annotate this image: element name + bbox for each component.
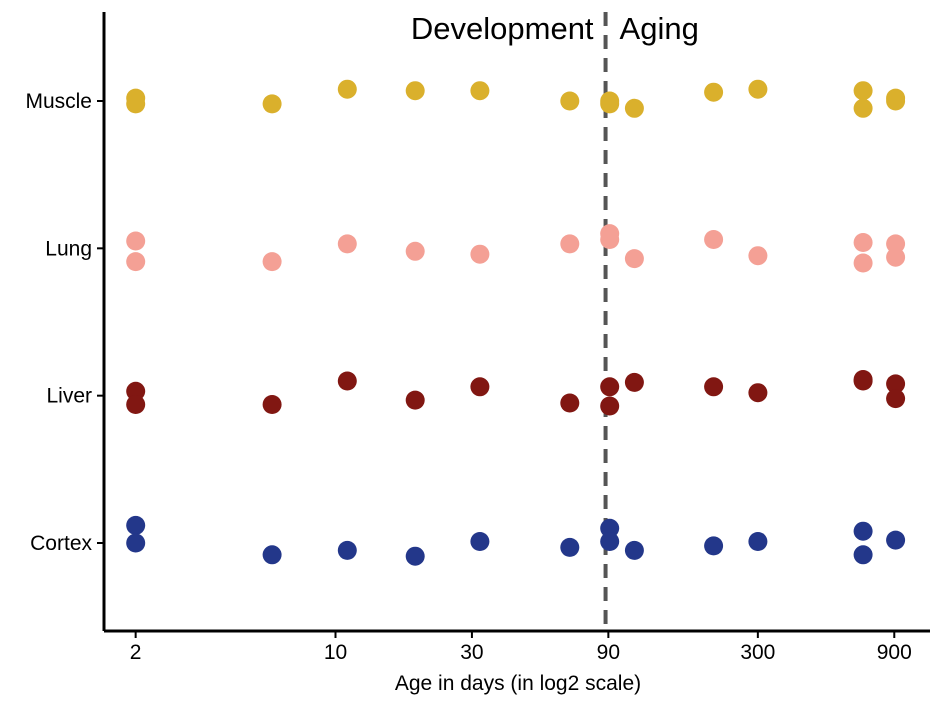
data-point bbox=[748, 246, 768, 266]
x-tick-label: 900 bbox=[877, 641, 912, 664]
data-point bbox=[337, 79, 357, 99]
data-point bbox=[262, 94, 282, 114]
data-point bbox=[126, 231, 146, 251]
data-point bbox=[600, 396, 620, 416]
data-point bbox=[853, 81, 873, 101]
data-point bbox=[262, 395, 282, 414]
data-point bbox=[337, 371, 357, 391]
data-point bbox=[337, 540, 357, 560]
labels-layer: Development Aging Cortex Liver Lung Muscle 2 10… bbox=[25, 11, 911, 664]
x-tick-label: 30 bbox=[460, 641, 483, 664]
data-point bbox=[886, 374, 906, 394]
x-axis-title: Age in days (in log2 scale) bbox=[395, 672, 641, 695]
data-point bbox=[405, 81, 425, 101]
data-point bbox=[405, 241, 425, 261]
data-point bbox=[853, 371, 873, 391]
x-tick-label: 2 bbox=[130, 641, 142, 664]
data-point bbox=[600, 230, 620, 249]
data-point bbox=[126, 94, 146, 114]
data-point bbox=[560, 91, 580, 111]
data-point bbox=[748, 79, 768, 99]
data-point bbox=[704, 536, 724, 556]
data-point bbox=[126, 515, 146, 535]
data-point bbox=[853, 253, 873, 273]
series-cortex bbox=[126, 515, 906, 566]
data-point bbox=[624, 540, 644, 560]
data-point bbox=[600, 532, 620, 551]
data-point bbox=[624, 372, 644, 392]
data-point bbox=[600, 518, 620, 538]
data-point bbox=[748, 383, 768, 403]
phase-label-development: Development bbox=[411, 11, 594, 46]
series-lung bbox=[126, 224, 906, 273]
data-point bbox=[600, 94, 620, 114]
data-point bbox=[470, 81, 490, 101]
data-point bbox=[704, 82, 724, 102]
data-point bbox=[470, 244, 490, 264]
data-point bbox=[126, 395, 146, 414]
data-point bbox=[405, 546, 425, 566]
data-point bbox=[853, 521, 873, 541]
x-tick-label: 10 bbox=[324, 641, 347, 664]
data-point bbox=[405, 390, 425, 410]
data-point bbox=[853, 98, 873, 118]
points-layer bbox=[126, 79, 906, 566]
series-liver bbox=[126, 370, 906, 416]
data-point bbox=[126, 381, 146, 401]
data-point bbox=[704, 377, 724, 397]
data-point bbox=[560, 234, 580, 254]
data-point bbox=[704, 230, 724, 249]
data-point bbox=[886, 389, 906, 409]
data-point bbox=[886, 247, 906, 267]
phase-label-aging: Aging bbox=[620, 11, 699, 46]
x-tick-label: 90 bbox=[597, 641, 620, 664]
y-tick-label: Cortex bbox=[30, 532, 92, 555]
data-point bbox=[470, 532, 490, 551]
data-point bbox=[624, 249, 644, 269]
data-point bbox=[470, 377, 490, 397]
data-point bbox=[748, 532, 768, 551]
data-point bbox=[560, 537, 580, 557]
data-point bbox=[126, 533, 146, 553]
data-point bbox=[624, 98, 644, 118]
data-point bbox=[600, 377, 620, 397]
data-point bbox=[853, 545, 873, 565]
x-tick-label: 300 bbox=[740, 641, 775, 664]
data-point bbox=[886, 530, 906, 550]
series-muscle bbox=[126, 79, 906, 118]
data-point bbox=[262, 545, 282, 565]
data-point bbox=[126, 252, 146, 272]
axes-layer bbox=[97, 12, 930, 638]
data-point bbox=[560, 393, 580, 413]
data-point bbox=[337, 234, 357, 254]
data-point bbox=[886, 91, 906, 111]
data-point bbox=[886, 234, 906, 254]
data-point bbox=[853, 233, 873, 252]
y-tick-label: Lung bbox=[45, 237, 92, 260]
y-tick-label: Muscle bbox=[25, 90, 92, 113]
y-tick-label: Liver bbox=[46, 385, 92, 408]
data-point bbox=[262, 252, 282, 272]
